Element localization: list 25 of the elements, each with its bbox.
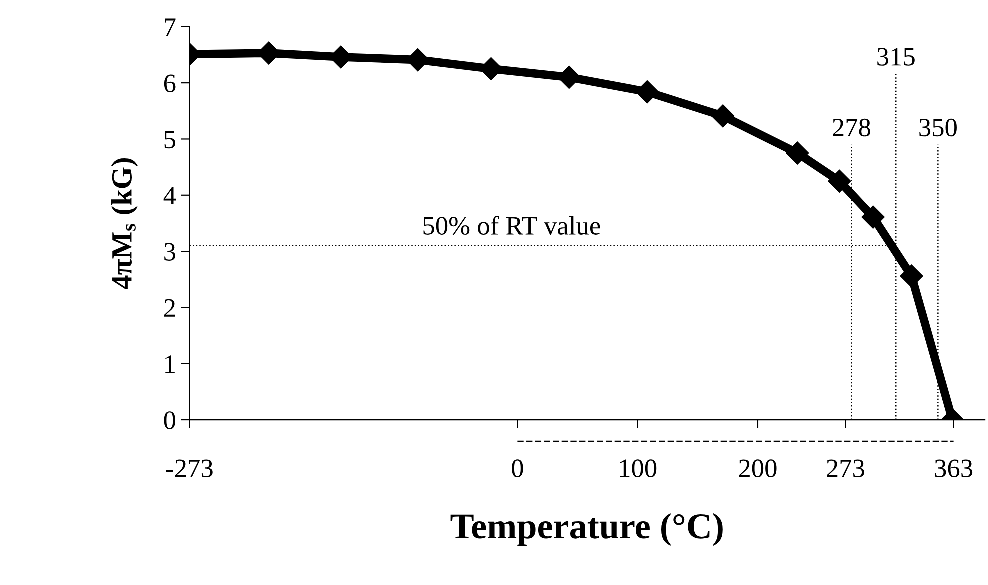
point [862,206,885,229]
ref-line-label: 350 [920,118,957,137]
x-axis-title: Temperature (°C) [450,513,723,546]
x-tick-label: 273 [827,460,864,478]
point [828,170,852,193]
x-tick-label: 100 [620,460,657,478]
point [900,264,924,288]
point [786,142,810,165]
ref-line-label: 278 [833,118,870,137]
x-tick-label: -273 [166,460,213,478]
y-tick-label: 0 [164,412,176,430]
x-tick-label: 200 [739,460,777,478]
ref-line-label: 315 [878,48,915,66]
y-tick-label: 7 [165,18,176,36]
ref-line-label: 50% of RT value [424,216,600,236]
x-tick-label: 0 [512,460,524,478]
y-tick-label: 5 [164,131,176,149]
y-axis-title: 4πM$_{s}$ (kG) [111,158,138,290]
x-tick-label: 363 [935,460,973,478]
y-tick-label: 4 [164,187,176,205]
y-tick-label: 1 [166,356,175,374]
y-tick-label: 2 [164,299,176,317]
y-tick-label: 3 [164,243,176,261]
point [712,104,735,128]
y-tick-label: 6 [164,74,176,92]
